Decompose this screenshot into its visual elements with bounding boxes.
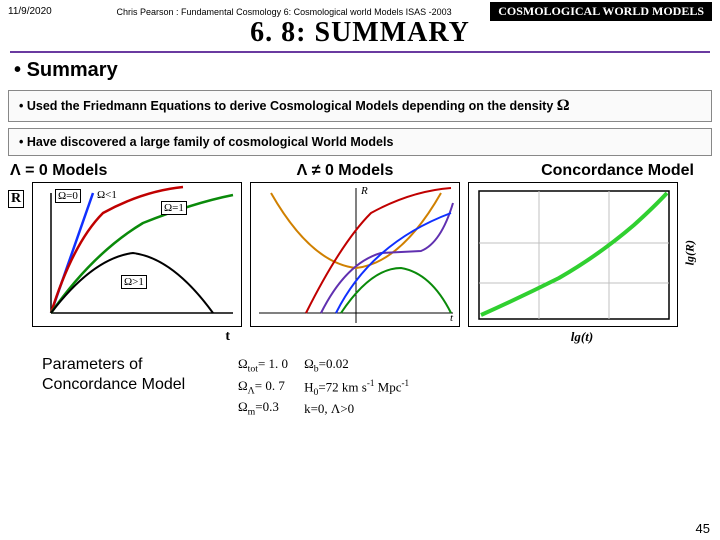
params-col-1: Ωtot= 1. 0 ΩΛ= 0. 7 Ωm=0.3	[238, 355, 288, 420]
bullet-1: • Used the Friedmann Equations to derive…	[8, 90, 712, 122]
lgR-label: lg(R)	[682, 240, 697, 265]
label-omega-gt1: Ω>1	[121, 275, 147, 289]
bullet-2: • Have discovered a large family of cosm…	[8, 128, 712, 156]
lgt-label: lg(t)	[454, 329, 710, 345]
title-badge: COSMOLOGICAL WORLD MODELS	[490, 2, 712, 21]
label-omega-1: Ω=1	[161, 201, 187, 215]
chart-concordance	[468, 182, 678, 327]
main-title: 6. 8: SUMMARY	[0, 17, 720, 49]
page-number: 45	[696, 521, 710, 536]
divider	[10, 51, 710, 53]
col-title-3: Concordance Model	[470, 162, 710, 180]
chart1-t-label: t	[26, 329, 236, 345]
col-title-2: Λ ≠ 0 Models	[240, 162, 450, 180]
chart2-t-label: t	[450, 312, 453, 324]
author-line: Chris Pearson : Fundamental Cosmology 6:…	[78, 7, 490, 17]
date: 11/9/2020	[8, 6, 78, 17]
label-omega-0: Ω=0	[55, 189, 81, 203]
chart-lambda-zero: Ω=0 Ω<1 Ω=1 Ω>1	[32, 182, 242, 327]
params-title: Parameters of Concordance Model	[42, 355, 222, 395]
summary-heading: • Summary	[14, 59, 706, 82]
chart2-r-label: R	[361, 185, 368, 197]
chart-lambda-nonzero: R t	[250, 182, 460, 327]
col-title-1: Λ = 0 Models	[10, 162, 220, 180]
r-axis-label: R	[8, 190, 24, 208]
params-col-2: Ωb=0.02 H0=72 km s-1 Mpc-1 k=0, Λ>0	[304, 355, 409, 419]
label-omega-lt1: Ω<1	[95, 189, 119, 201]
